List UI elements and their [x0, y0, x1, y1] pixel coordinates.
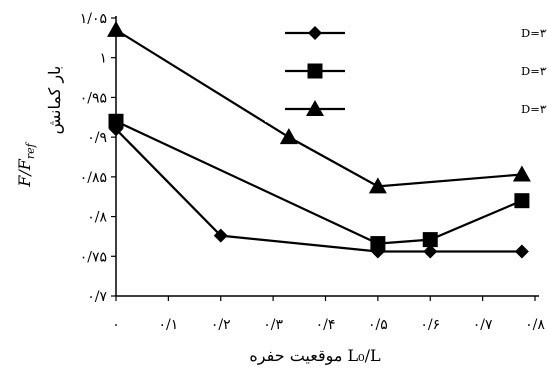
- series-2: [108, 113, 530, 252]
- series-1: [109, 122, 529, 259]
- x-tick-label: ۰/۵: [368, 317, 388, 333]
- series-3: [107, 20, 531, 194]
- axis-titles: موقعیت حفره L₀/L F/Fref بار کمانش: [15, 66, 381, 365]
- axes: ۰/۷ ۰/۷۵ ۰/۸ ۰/۸۵ ۰/۹ ۰/۹۵ ۱ ۱/۰۵ ۰ ۰/۱ ۰/۲ ۰/۳ ۰/۴ ۰…: [80, 11, 546, 333]
- triangle-marker: [279, 128, 298, 145]
- y-tick-label: ۰/۹: [87, 130, 107, 146]
- y-axis-title-sub: ref: [24, 141, 37, 159]
- square-marker: [108, 113, 124, 129]
- legend-diamond-marker: [308, 26, 322, 40]
- x-tick-label: ۰/۳: [263, 317, 283, 333]
- y-tick-label: ۰/۷: [87, 289, 107, 305]
- legend-box: [265, 14, 540, 122]
- legend-item-1: تجربی D=۳۴/۹ , L=۹/۴۸D: [285, 26, 547, 40]
- y-axis-title-persian: بار کمانش: [45, 66, 64, 135]
- square-marker: [514, 193, 530, 209]
- legend: تجربی D=۳۴/۹ , L=۹/۴۸D تجربی D=۳۴/۹ , L=۷…: [265, 14, 547, 122]
- legend-label: تجربی D=۳۴/۹ , L=۷/۱۶D: [521, 64, 547, 78]
- y-tick-label: ۰/۹۵: [80, 90, 107, 106]
- x-axis-title: موقعیت حفره L₀/L: [249, 346, 381, 365]
- legend-label: تجربی D=۳۴/۹ , L=۹/۴۸D: [521, 26, 547, 40]
- x-tick-label: ۰/۱: [158, 317, 178, 333]
- legend-item-2: تجربی D=۳۴/۹ , L=۷/۱۶D: [285, 63, 547, 79]
- legend-label: تجربی D=۳۴/۹ , L=۴/۳D: [521, 102, 547, 116]
- series-line: [115, 120, 523, 245]
- triangle-marker: [107, 20, 125, 37]
- triangle-marker: [512, 165, 531, 182]
- x-tick-label: ۰: [112, 317, 120, 333]
- triangle-marker: [368, 177, 387, 194]
- y-tick-label: ۱: [99, 51, 107, 67]
- x-tick-label: ۰/۴: [316, 317, 336, 333]
- series-line: [115, 28, 522, 188]
- x-tick-label: ۰/۶: [420, 317, 440, 333]
- square-marker: [422, 232, 438, 248]
- y-tick-label: ۰/۷۵: [80, 249, 107, 265]
- x-tick-label: ۰/۷: [473, 317, 493, 333]
- y-axis-title: F/Fref: [15, 141, 37, 187]
- diamond-marker: [423, 244, 438, 259]
- series-line: [115, 128, 522, 253]
- legend-item-3: تجربی D=۳۴/۹ , L=۴/۳D: [285, 100, 547, 116]
- series-layer: [107, 20, 531, 259]
- y-tick-label: ۰/۸: [87, 210, 107, 226]
- y-tick-label: ۰/۸۵: [80, 170, 107, 186]
- x-tick-label: ۰/۲: [211, 317, 231, 333]
- square-marker: [370, 236, 386, 252]
- legend-triangle-marker: [306, 100, 324, 116]
- y-tick-label: ۱/۰۵: [80, 11, 107, 27]
- x-tick-label: ۰/۸: [525, 317, 545, 333]
- legend-square-marker: [307, 63, 323, 79]
- y-axis-title-math: F/F: [15, 158, 34, 187]
- diamond-marker: [213, 228, 228, 243]
- diamond-marker: [514, 244, 529, 259]
